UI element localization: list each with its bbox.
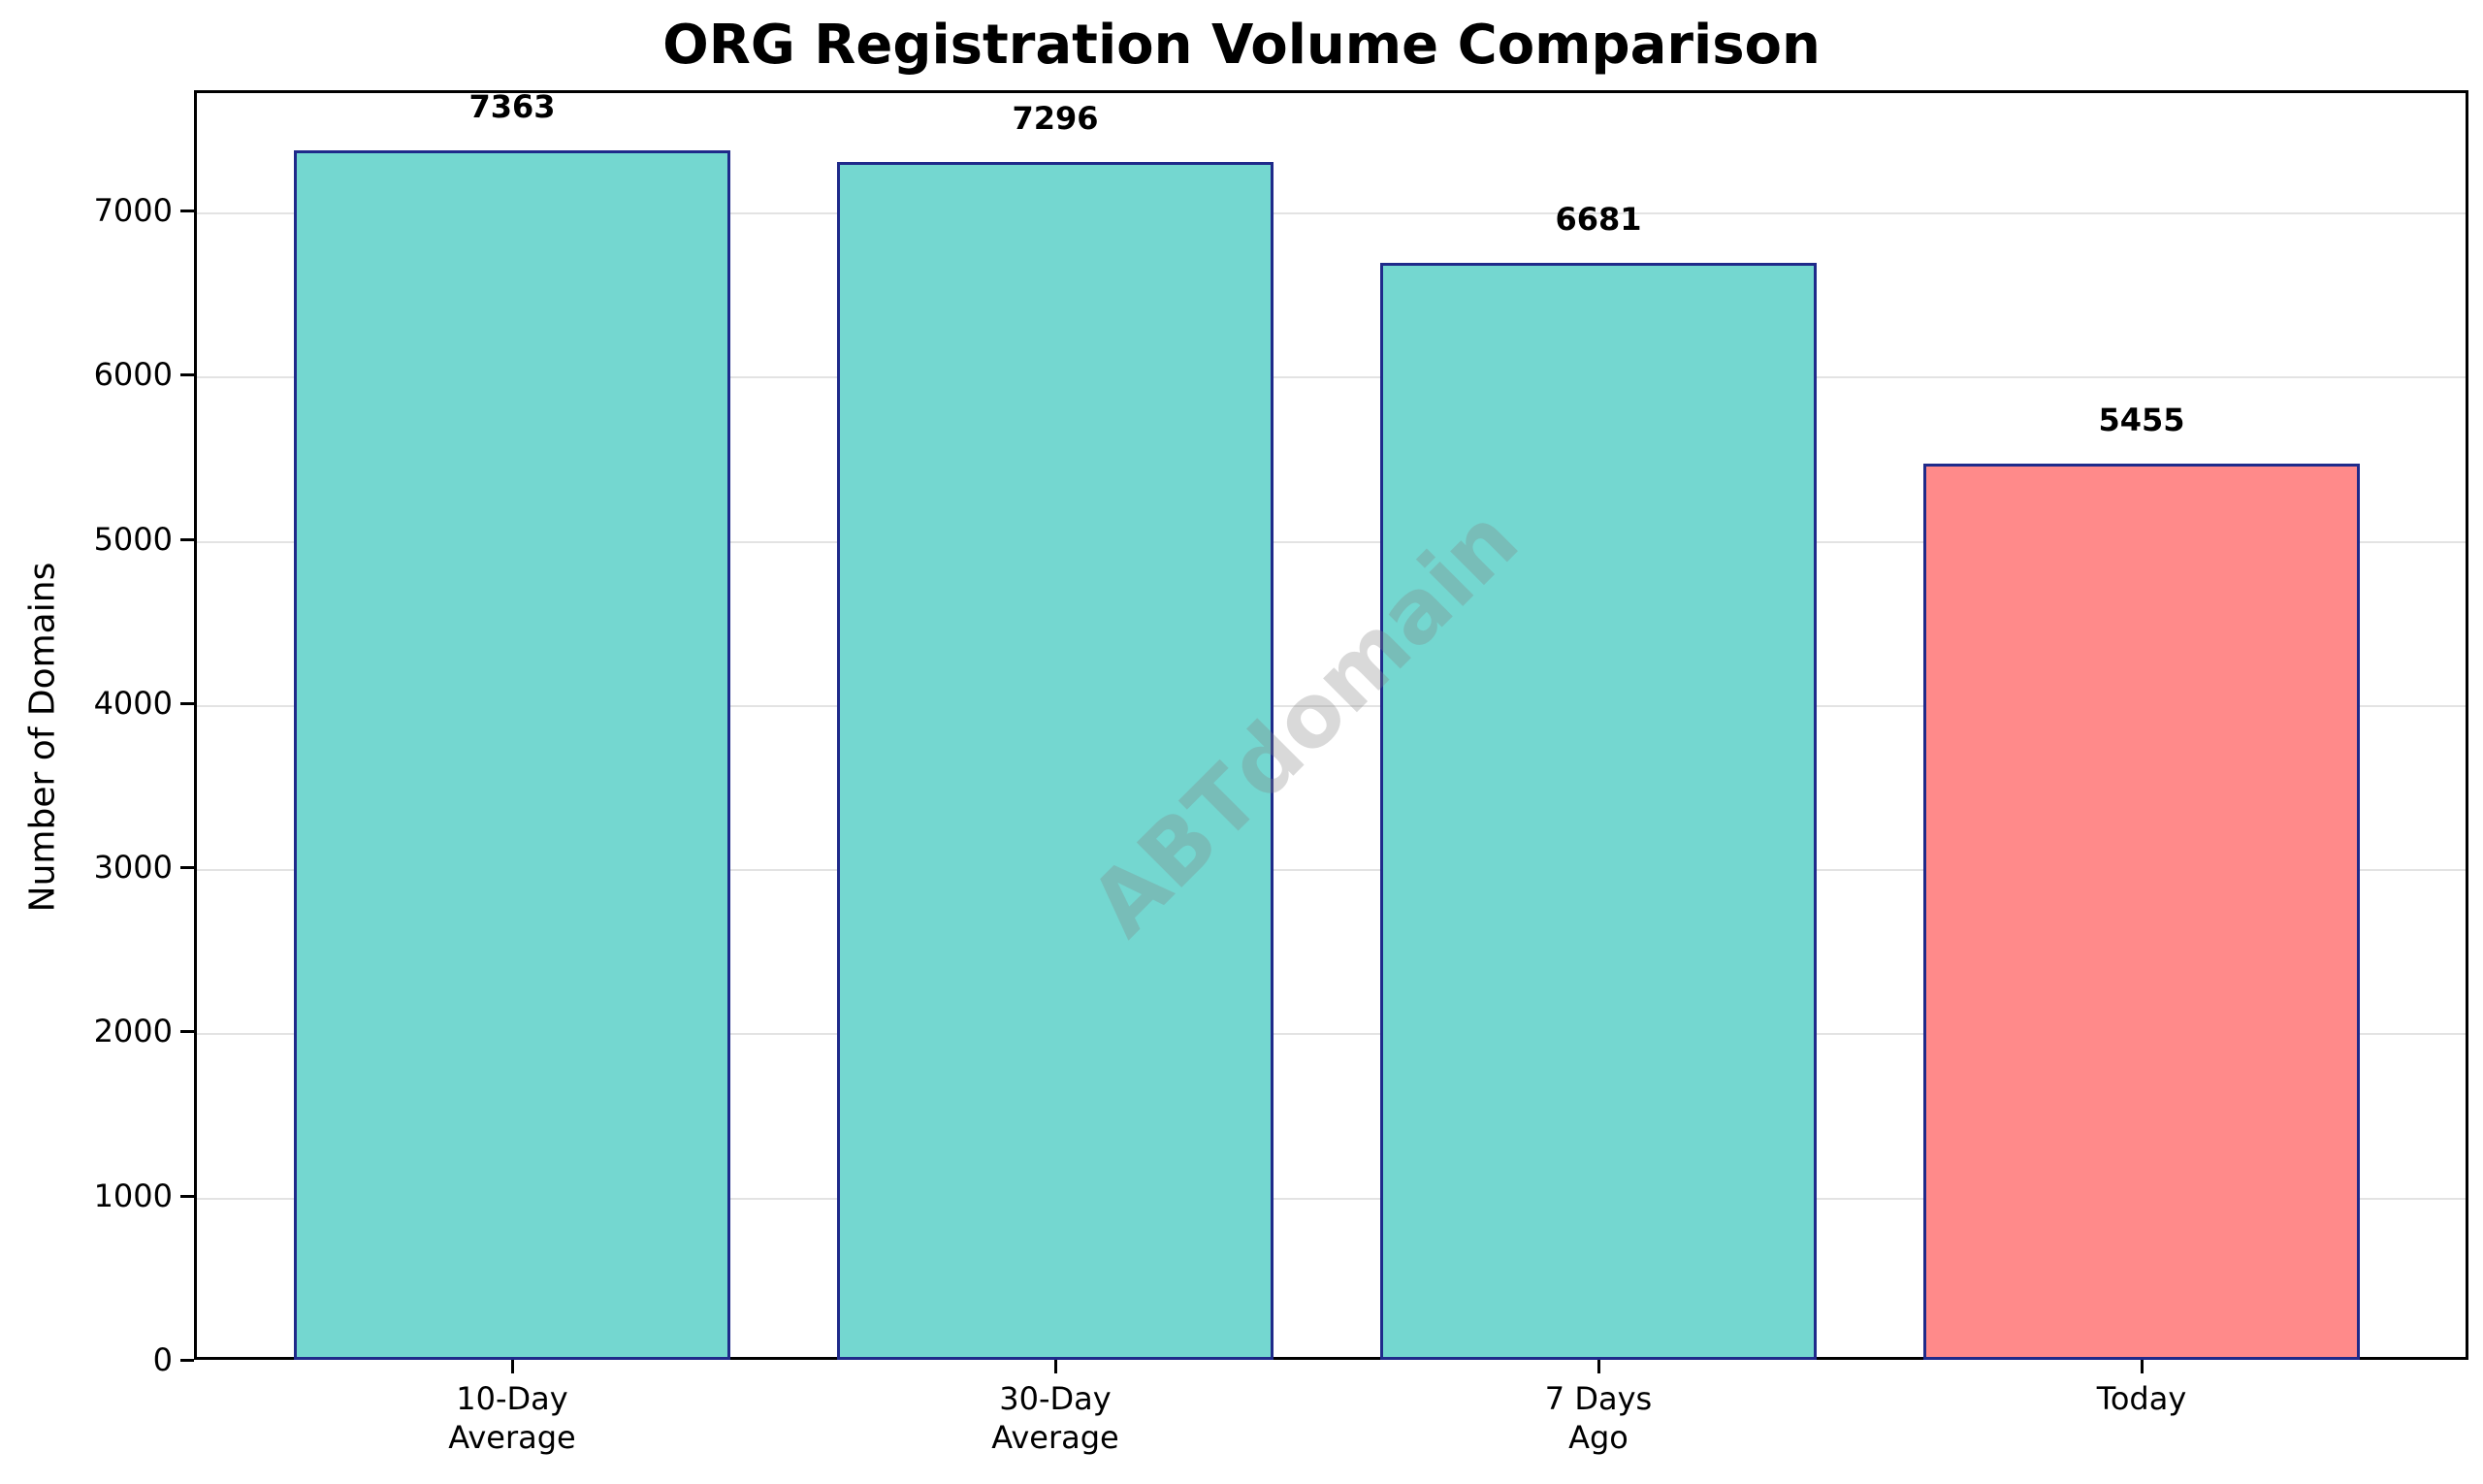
y-axis-label: Number of Domains <box>22 562 63 913</box>
bar <box>1380 262 1817 1360</box>
bar-value-label: 5455 <box>2098 402 2185 439</box>
bar-value-label: 7296 <box>1012 99 1099 137</box>
y-tick <box>180 866 194 870</box>
x-tick-label: 7 Days Ago <box>1544 1380 1653 1456</box>
x-tick <box>511 1360 514 1373</box>
x-tick <box>1054 1360 1057 1373</box>
y-tick-label: 6000 <box>93 356 173 394</box>
x-tick-label: 10-Day Average <box>448 1380 576 1456</box>
y-tick <box>180 1194 194 1198</box>
x-tick-label: Today <box>2096 1380 2187 1417</box>
y-tick-label: 0 <box>152 1341 173 1378</box>
y-tick <box>180 537 194 541</box>
bar <box>1923 464 2360 1360</box>
y-tick <box>180 209 194 212</box>
y-tick <box>180 1359 194 1362</box>
bar-value-label: 7363 <box>468 88 556 126</box>
gridline <box>197 540 2466 543</box>
x-tick <box>2141 1360 2144 1373</box>
y-tick-label: 3000 <box>93 849 173 887</box>
gridline <box>197 211 2466 214</box>
bar <box>837 161 1274 1360</box>
chart-title: ORG Registration Volume Comparison <box>662 14 1821 77</box>
y-tick-label: 5000 <box>93 520 173 558</box>
gridline <box>197 869 2466 872</box>
y-tick <box>180 701 194 705</box>
gridline <box>197 1197 2466 1200</box>
bar-value-label: 6681 <box>1555 200 1642 238</box>
y-tick-label: 1000 <box>93 1177 173 1214</box>
x-tick-label: 30-Day Average <box>991 1380 1119 1456</box>
x-tick <box>1597 1360 1600 1373</box>
bar <box>294 150 730 1360</box>
plot-area <box>194 90 2468 1360</box>
gridline <box>197 704 2466 707</box>
y-tick-label: 4000 <box>93 684 173 722</box>
y-tick-label: 7000 <box>93 191 173 229</box>
gridline <box>197 376 2466 379</box>
y-tick-label: 2000 <box>93 1013 173 1050</box>
y-tick <box>180 1030 194 1034</box>
gridline <box>197 1033 2466 1036</box>
y-tick <box>180 373 194 377</box>
